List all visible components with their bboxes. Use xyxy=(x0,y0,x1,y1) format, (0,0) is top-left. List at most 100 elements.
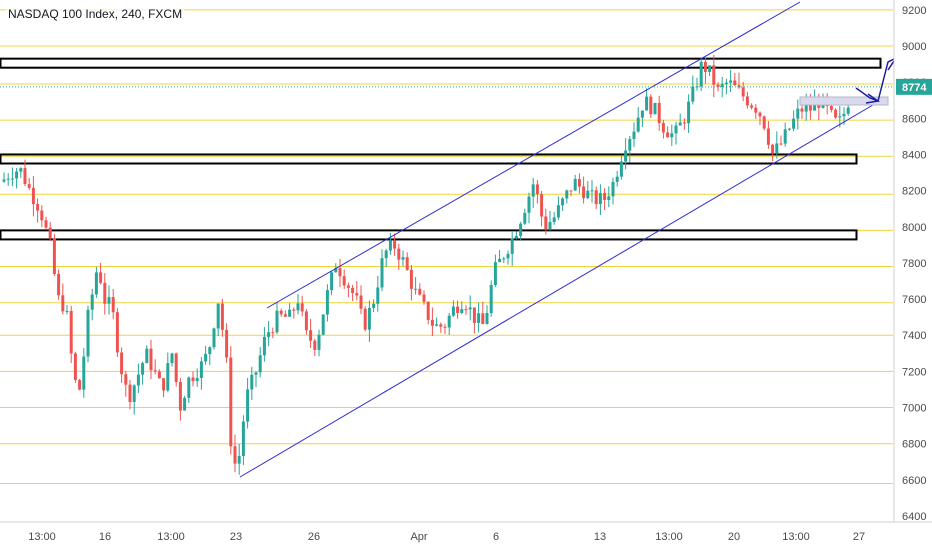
candle-59 xyxy=(250,366,254,400)
candle-198 xyxy=(834,108,838,119)
candle-122 xyxy=(514,231,518,240)
candle-54 xyxy=(229,346,233,455)
y-tick-label: 7000 xyxy=(902,403,926,415)
candle-41 xyxy=(174,352,178,387)
last-price-label: 8774 xyxy=(902,82,927,94)
candle-109 xyxy=(460,301,464,315)
candle-149 xyxy=(628,135,632,163)
price-axis[interactable]: 6400 6600 6800 7000 7200 7400 7600 7800 8000 8200… xyxy=(893,0,932,550)
candle-127 xyxy=(535,179,539,204)
candle-60 xyxy=(254,371,258,388)
candle-136 xyxy=(573,174,577,191)
candle-163 xyxy=(687,94,691,133)
zone-rect-1[interactable] xyxy=(0,153,858,165)
candle-91 xyxy=(384,248,388,268)
x-tick-label: 16 xyxy=(99,531,111,543)
x-tick-label: 27 xyxy=(853,531,865,543)
candle-99 xyxy=(418,283,422,296)
x-tick-label: 13:00 xyxy=(157,531,185,543)
candle-92 xyxy=(388,232,392,255)
candle-183 xyxy=(771,143,775,162)
candle-96 xyxy=(405,252,409,271)
candle-187 xyxy=(787,127,791,131)
candle-37 xyxy=(157,369,161,379)
candle-67 xyxy=(283,310,287,317)
candle-12 xyxy=(52,234,56,276)
candle-32 xyxy=(136,363,140,393)
candle-61 xyxy=(258,347,262,378)
candle-33 xyxy=(141,361,145,385)
channel-lower-line[interactable] xyxy=(239,101,879,478)
y-tick-label: 8600 xyxy=(902,113,926,125)
candle-15 xyxy=(65,304,69,315)
zone-rect-2[interactable] xyxy=(0,229,858,241)
candle-18 xyxy=(78,378,82,391)
candle-119 xyxy=(502,256,506,264)
horizontal-levels xyxy=(0,9,893,484)
candle-4 xyxy=(19,167,23,178)
candle-131 xyxy=(552,212,556,225)
time-axis[interactable]: 13:00 16 13:00 23 26 Apr 6 13 13:00 20 13:00 27 xyxy=(0,521,932,550)
candle-145 xyxy=(611,177,615,205)
candle-30 xyxy=(128,380,132,410)
candle-14 xyxy=(61,283,65,315)
candle-13 xyxy=(57,269,61,300)
projection-box[interactable] xyxy=(799,96,889,106)
y-tick-label: 7400 xyxy=(902,330,926,342)
candle-52 xyxy=(220,298,224,337)
candle-9 xyxy=(40,205,44,228)
x-tick-label: 13:00 xyxy=(655,531,683,543)
candle-89 xyxy=(376,275,380,312)
candle-56 xyxy=(237,443,241,475)
y-tick-label: 8000 xyxy=(902,222,926,234)
candle-160 xyxy=(674,121,678,145)
projection-path[interactable] xyxy=(855,57,897,102)
candle-78 xyxy=(330,270,334,296)
candle-19 xyxy=(82,347,86,398)
candle-128 xyxy=(540,190,544,227)
candle-174 xyxy=(733,72,737,86)
x-tick-label: Apr xyxy=(410,531,427,543)
candle-66 xyxy=(279,308,283,317)
candle-164 xyxy=(691,75,695,105)
candle-87 xyxy=(367,300,371,342)
candle-82 xyxy=(346,282,350,298)
candle-55 xyxy=(233,434,237,473)
candle-40 xyxy=(170,352,174,367)
y-tick-label: 9000 xyxy=(902,41,926,53)
candlestick-series xyxy=(2,54,850,475)
y-tick-label: 7600 xyxy=(902,294,926,306)
candle-162 xyxy=(682,118,686,130)
candle-39 xyxy=(166,352,170,393)
candle-177 xyxy=(745,91,749,109)
candle-179 xyxy=(754,104,758,119)
candle-152 xyxy=(640,110,644,128)
candle-117 xyxy=(493,254,497,287)
candle-72 xyxy=(304,309,308,335)
candle-146 xyxy=(615,170,619,187)
candle-1 xyxy=(6,173,10,186)
candle-135 xyxy=(569,190,573,197)
y-tick-label: 7200 xyxy=(902,366,926,378)
candle-102 xyxy=(430,307,434,337)
support-resistance-zones xyxy=(0,57,882,241)
candle-113 xyxy=(477,302,481,333)
candle-143 xyxy=(603,188,607,210)
candle-141 xyxy=(594,186,598,209)
candle-126 xyxy=(531,177,535,208)
candle-169 xyxy=(712,54,716,98)
candle-166 xyxy=(699,57,703,92)
candle-121 xyxy=(510,231,514,266)
candle-83 xyxy=(351,284,355,302)
zone-rect-0[interactable] xyxy=(0,57,882,69)
candle-147 xyxy=(619,154,623,180)
x-tick-label: 20 xyxy=(728,531,740,543)
candle-23 xyxy=(99,262,103,285)
candle-28 xyxy=(120,347,124,383)
channel-upper-line[interactable] xyxy=(266,1,801,309)
candle-20 xyxy=(86,305,90,363)
candle-115 xyxy=(485,305,489,325)
candle-11 xyxy=(48,221,52,242)
